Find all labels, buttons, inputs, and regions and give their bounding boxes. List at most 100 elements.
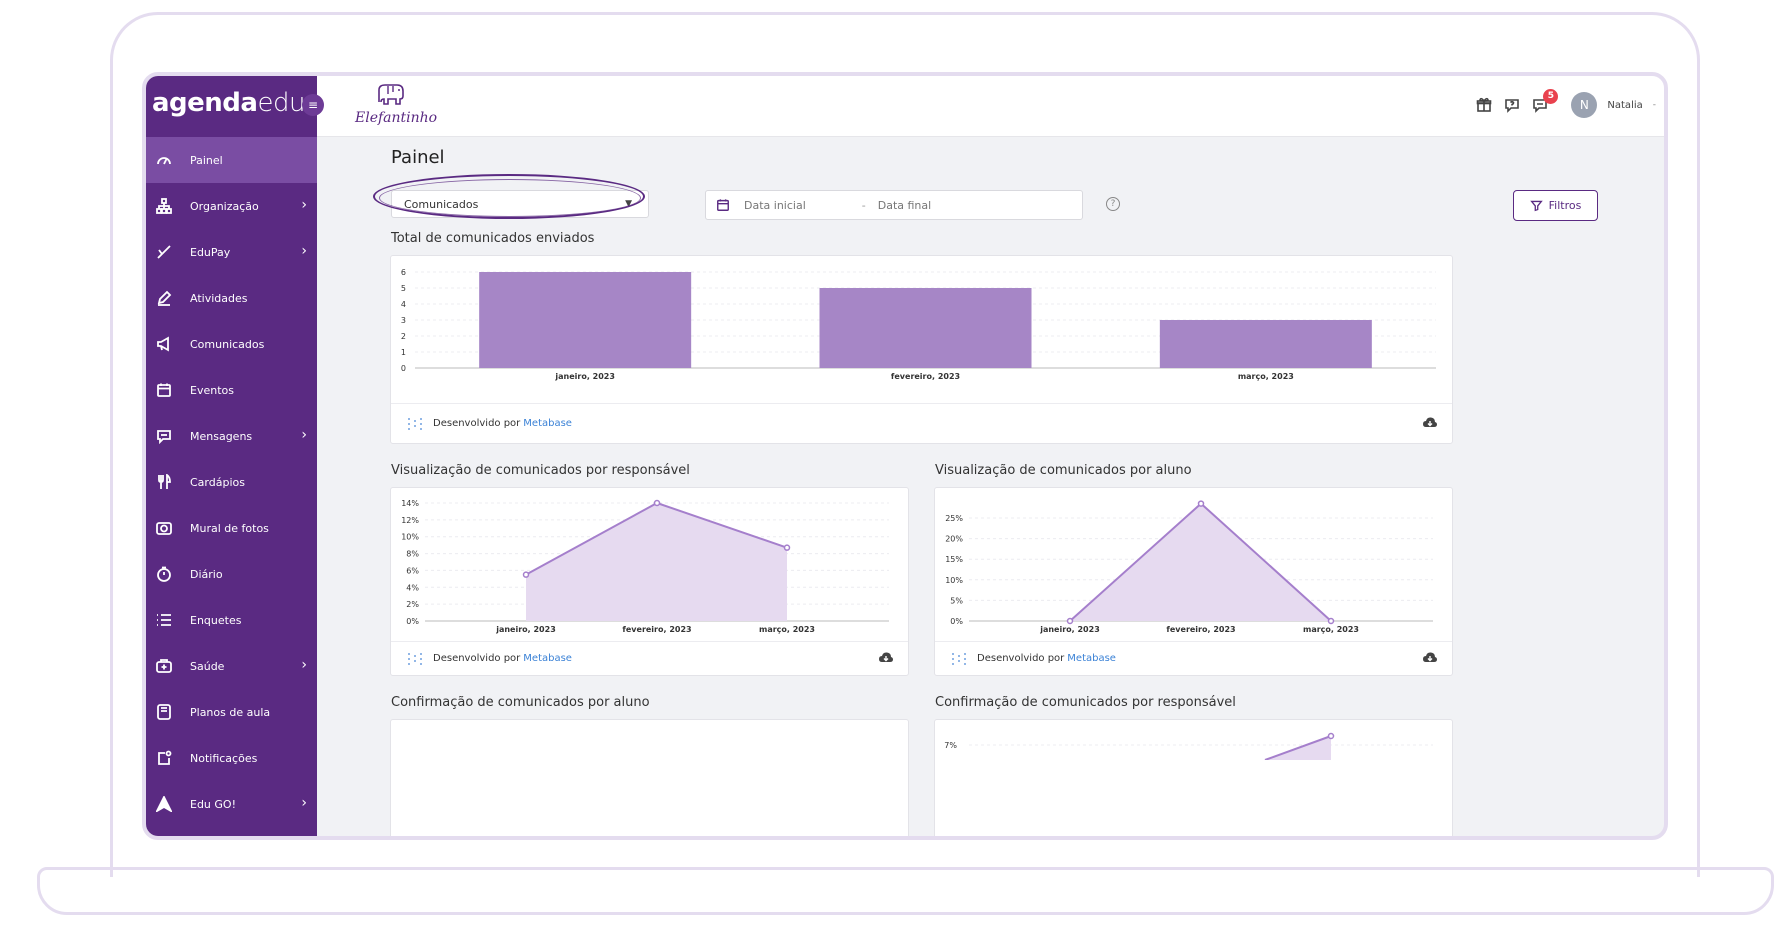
chart-card-confirm-aluno	[390, 719, 909, 836]
date-end-input[interactable]: Data final	[877, 198, 932, 212]
filters-button[interactable]: Filtros	[1513, 190, 1598, 221]
area-fill	[1070, 503, 1331, 621]
metabase-link[interactable]: Metabase	[523, 653, 572, 664]
medkit-icon	[154, 656, 174, 676]
y-tick-label: 3	[401, 316, 406, 325]
y-tick-label: 4	[401, 300, 406, 309]
navigation-arrow-icon	[154, 794, 174, 814]
help-chat-icon[interactable]	[1503, 96, 1521, 114]
calendar-icon	[717, 199, 729, 211]
y-tick-label: 6%	[406, 566, 419, 575]
check-pen-icon	[154, 242, 174, 262]
y-tick-label: 0	[401, 364, 406, 373]
metabase-logo-icon	[407, 417, 423, 431]
user-menu-caret-icon[interactable]: -	[1652, 100, 1656, 110]
x-tick-label: janeiro, 2023	[495, 625, 556, 634]
date-separator: -	[861, 198, 866, 212]
main-content: Painel Comunicados ▼ Data inicial - Data…	[317, 137, 1664, 836]
y-tick-label: 5	[401, 284, 406, 293]
card-footer: Desenvolvido por Metabase	[391, 641, 908, 675]
user-name[interactable]: Natalia	[1607, 99, 1643, 111]
messages-icon[interactable]: 5	[1531, 89, 1559, 114]
sidebar-item-cardapios[interactable]: Cardápios	[146, 459, 317, 505]
y-tick-label: 8%	[406, 550, 419, 559]
sidebar: agendaedu Painel Organização › EduPay › Ativi…	[146, 76, 317, 836]
sidebar-item-label: EduPay	[190, 245, 231, 259]
y-tick-label: 5%	[950, 596, 963, 605]
y-tick-label: 10%	[945, 576, 963, 585]
sidebar-item-organizacao[interactable]: Organização ›	[146, 183, 317, 229]
sidebar-item-label: Mural de fotos	[190, 521, 269, 535]
sidebar-item-edu-go[interactable]: Edu GO! ›	[146, 781, 317, 827]
elephant-logo-icon	[378, 84, 404, 105]
date-range-picker[interactable]: Data inicial - Data final	[705, 190, 1083, 220]
download-cloud-icon[interactable]	[1422, 651, 1438, 665]
sidebar-item-enquetes[interactable]: Enquetes	[146, 597, 317, 643]
chevron-right-icon[interactable]: ›	[301, 795, 307, 811]
sidebar-item-atividades[interactable]: Atividades	[146, 275, 317, 321]
school-brand[interactable]: Elefantinho	[355, 80, 437, 134]
series-line	[1264, 735, 1332, 760]
sidebar-item-planos-de-aula[interactable]: Planos de aula	[146, 689, 317, 735]
sidebar-item-label: Enquetes	[190, 613, 242, 627]
x-tick-label: fevereiro, 2023	[1166, 625, 1235, 634]
x-tick-label: março, 2023	[1238, 372, 1294, 381]
sidebar-item-eventos[interactable]: Eventos	[146, 367, 317, 413]
app-screen: agendaedu Painel Organização › EduPay › Ativi…	[142, 72, 1668, 840]
section-title-view-aluno: Visualização de comunicados por aluno	[935, 463, 1192, 478]
x-tick-label: janeiro, 2023	[1039, 625, 1100, 634]
section-title-total: Total de comunicados enviados	[391, 231, 595, 246]
collapse-sidebar-button[interactable]: ≡	[302, 94, 324, 116]
laptop-frame	[110, 12, 1700, 877]
funnel-icon	[1529, 200, 1543, 212]
sidebar-item-mensagens[interactable]: Mensagens ›	[146, 413, 317, 459]
sidebar-item-painel[interactable]: Painel	[146, 137, 317, 183]
gift-icon[interactable]	[1475, 96, 1493, 114]
list-icon	[154, 610, 174, 630]
area-chart-view-aluno: 0% 5% 10% 15% 20% 25% janeiro, 2023 fevereiro, …	[945, 500, 1433, 634]
app-logo[interactable]: agendaedu	[152, 88, 305, 118]
module-select-value: Comunicados	[404, 198, 479, 211]
topbar-actions: 5 N Natalia -	[1475, 89, 1656, 118]
metabase-logo-icon	[951, 652, 967, 666]
chevron-right-icon[interactable]: ›	[301, 427, 307, 443]
sidebar-item-comunicados[interactable]: Comunicados	[146, 321, 317, 367]
metabase-link[interactable]: Metabase	[1067, 653, 1116, 664]
chart-card-view-aluno: 0% 5% 10% 15% 20% 25% janeiro, 2023 fevereiro, …	[934, 487, 1453, 676]
sidebar-item-mural-de-fotos[interactable]: Mural de fotos	[146, 505, 317, 551]
help-icon[interactable]: ?	[1106, 197, 1120, 211]
sidebar-item-diario[interactable]: Diário	[146, 551, 317, 597]
calendar-icon	[154, 380, 174, 400]
sidebar-item-edupay[interactable]: EduPay ›	[146, 229, 317, 275]
y-tick-label: 25%	[945, 514, 963, 523]
metabase-link[interactable]: Metabase	[523, 418, 572, 429]
chevron-right-icon[interactable]: ›	[301, 243, 307, 259]
module-select[interactable]: Comunicados ▼	[391, 190, 649, 218]
data-point	[1327, 732, 1335, 740]
chevron-right-icon[interactable]: ›	[301, 197, 307, 213]
area-chart-confirm-responsavel: 7%	[944, 732, 1433, 760]
download-cloud-icon[interactable]	[1422, 416, 1438, 430]
x-tick-label: março, 2023	[1303, 625, 1359, 634]
download-cloud-icon[interactable]	[878, 651, 894, 665]
y-tick-label: 0%	[950, 617, 963, 626]
sidebar-item-label: Notificações	[190, 751, 258, 765]
chart-card-view-responsavel: 0% 2% 4% 6% 8% 10% 12% 14% janeiro, 2023 fevereir…	[390, 487, 909, 676]
date-start-input[interactable]: Data inicial	[744, 198, 806, 212]
pencil-icon	[154, 288, 174, 308]
avatar[interactable]: N	[1571, 92, 1598, 118]
sidebar-item-label: Atividades	[190, 291, 248, 305]
y-tick-label: 2%	[406, 600, 419, 609]
y-tick-label: 1	[401, 348, 406, 357]
chevron-right-icon[interactable]: ›	[301, 657, 307, 673]
sidebar-item-label: Edu GO!	[190, 797, 236, 811]
sidebar-item-saude[interactable]: Saúde ›	[146, 643, 317, 689]
data-point	[1066, 617, 1074, 625]
sidebar-item-label: Diário	[190, 567, 223, 581]
sidebar-item-label: Planos de aula	[190, 705, 271, 719]
footer-prefix: Desenvolvido por	[433, 653, 521, 664]
x-tick-label: janeiro, 2023	[554, 372, 615, 381]
sidebar-item-label: Saúde	[190, 659, 225, 673]
sidebar-item-notificacoes[interactable]: Notificações	[146, 735, 317, 781]
page-title: Painel	[391, 147, 445, 168]
